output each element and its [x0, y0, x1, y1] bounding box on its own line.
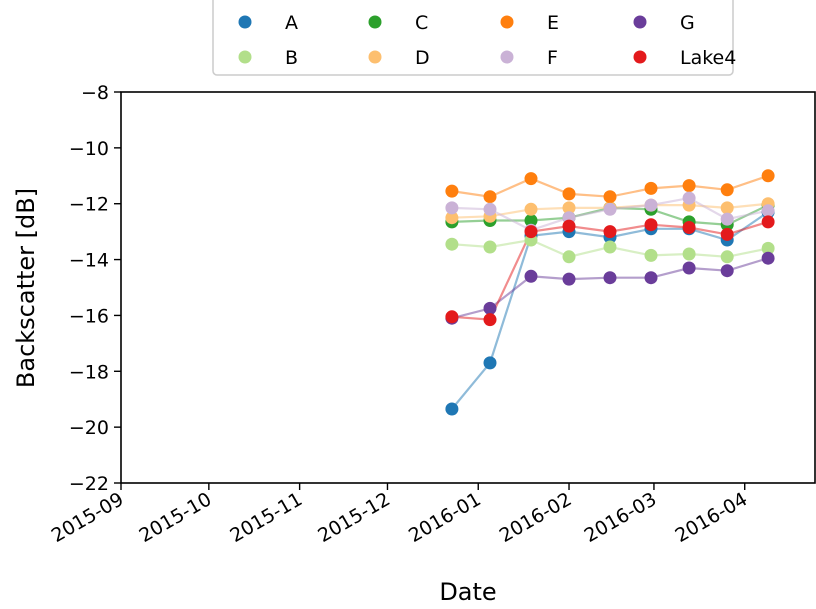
series-points — [445, 169, 775, 416]
legend-label-E: E — [547, 12, 559, 34]
y-tick-label: −16 — [69, 305, 109, 327]
data-point-D — [720, 201, 734, 215]
data-point-A — [445, 402, 459, 416]
x-tick-label: 2015-09 — [48, 488, 128, 547]
data-point-E — [644, 181, 658, 195]
y-tick-label: −18 — [69, 361, 109, 383]
y-tick-label: −20 — [69, 417, 109, 439]
legend-marker-F — [500, 50, 514, 64]
data-point-Lake4 — [644, 218, 658, 232]
legend-label-A: A — [285, 12, 298, 34]
axes — [120, 91, 816, 484]
data-point-B — [720, 250, 734, 264]
x-tick-label: 2016-04 — [671, 488, 751, 547]
data-point-B — [445, 237, 459, 251]
legend-frame — [212, 0, 734, 76]
data-point-Lake4 — [524, 225, 538, 239]
x-tick-label: 2015-10 — [136, 488, 216, 547]
data-point-G — [483, 301, 497, 315]
data-point-E — [761, 169, 775, 183]
legend-marker-D — [368, 50, 382, 64]
data-point-Lake4 — [761, 215, 775, 229]
legend-marker-A — [238, 15, 252, 29]
legend-label-Lake4: Lake4 — [680, 47, 736, 69]
legend-marker-B — [238, 50, 252, 64]
y-tick-label: −8 — [81, 82, 109, 104]
data-point-Lake4 — [603, 225, 617, 239]
legend-marker-C — [368, 15, 382, 29]
data-point-B — [483, 240, 497, 254]
data-point-F — [445, 201, 459, 215]
data-point-Lake4 — [562, 219, 576, 233]
legend-marker-G — [633, 15, 647, 29]
data-point-F — [761, 204, 775, 218]
legend-label-C: C — [415, 12, 428, 34]
legend-marker-Lake4 — [633, 50, 647, 64]
data-point-D — [445, 211, 459, 225]
y-tick-label: −22 — [69, 473, 109, 495]
x-tick-label: 2016-01 — [405, 488, 485, 547]
x-tick-label: 2016-02 — [496, 488, 576, 547]
data-point-B — [761, 241, 775, 255]
data-point-G — [562, 272, 576, 286]
y-axis-label: Backscatter [dB] — [12, 188, 40, 388]
legend-label-F: F — [547, 47, 558, 69]
data-point-E — [682, 179, 696, 193]
legend-label-D: D — [415, 47, 430, 69]
data-point-G — [603, 271, 617, 285]
data-point-Lake4 — [483, 313, 497, 327]
data-point-B — [644, 248, 658, 262]
y-tick-label: −14 — [69, 250, 109, 272]
data-point-Lake4 — [720, 227, 734, 241]
series-line-G — [451, 257, 769, 320]
data-point-G — [524, 269, 538, 283]
y-tick-label: −12 — [69, 194, 109, 216]
data-point-E — [720, 183, 734, 197]
data-point-E — [445, 184, 459, 198]
data-point-D — [524, 202, 538, 216]
x-tick-label: 2015-12 — [314, 488, 394, 547]
data-point-E — [562, 187, 576, 201]
data-point-B — [562, 250, 576, 264]
plot-frame — [120, 91, 816, 484]
data-point-F — [644, 198, 658, 212]
data-point-E — [483, 190, 497, 204]
x-axis-label: Date — [439, 578, 496, 606]
data-point-D — [562, 201, 576, 215]
x-tick-label: 2016-03 — [581, 488, 661, 547]
data-point-F — [483, 202, 497, 216]
data-point-E — [603, 190, 617, 204]
data-point-G — [720, 264, 734, 278]
legend-label-B: B — [285, 47, 298, 69]
data-point-Lake4 — [445, 310, 459, 324]
data-point-E — [524, 172, 538, 186]
legend-marker-E — [500, 15, 514, 29]
data-point-G — [761, 251, 775, 265]
data-point-F — [682, 191, 696, 205]
data-point-B — [682, 247, 696, 261]
legend-items: AB CD EF G Lake4 — [238, 12, 736, 69]
data-point-F — [720, 212, 734, 226]
data-point-G — [644, 271, 658, 285]
legend: AB CD EF G Lake4 — [212, 0, 736, 76]
legend-label-G: G — [680, 12, 695, 34]
data-point-C — [524, 214, 538, 227]
data-point-B — [603, 240, 617, 254]
data-point-G — [682, 261, 696, 275]
y-tick-label: −10 — [69, 138, 109, 160]
x-tick-label: 2015-11 — [226, 488, 306, 547]
data-point-F — [603, 202, 617, 216]
data-point-A — [483, 356, 497, 370]
data-point-Lake4 — [682, 221, 696, 234]
